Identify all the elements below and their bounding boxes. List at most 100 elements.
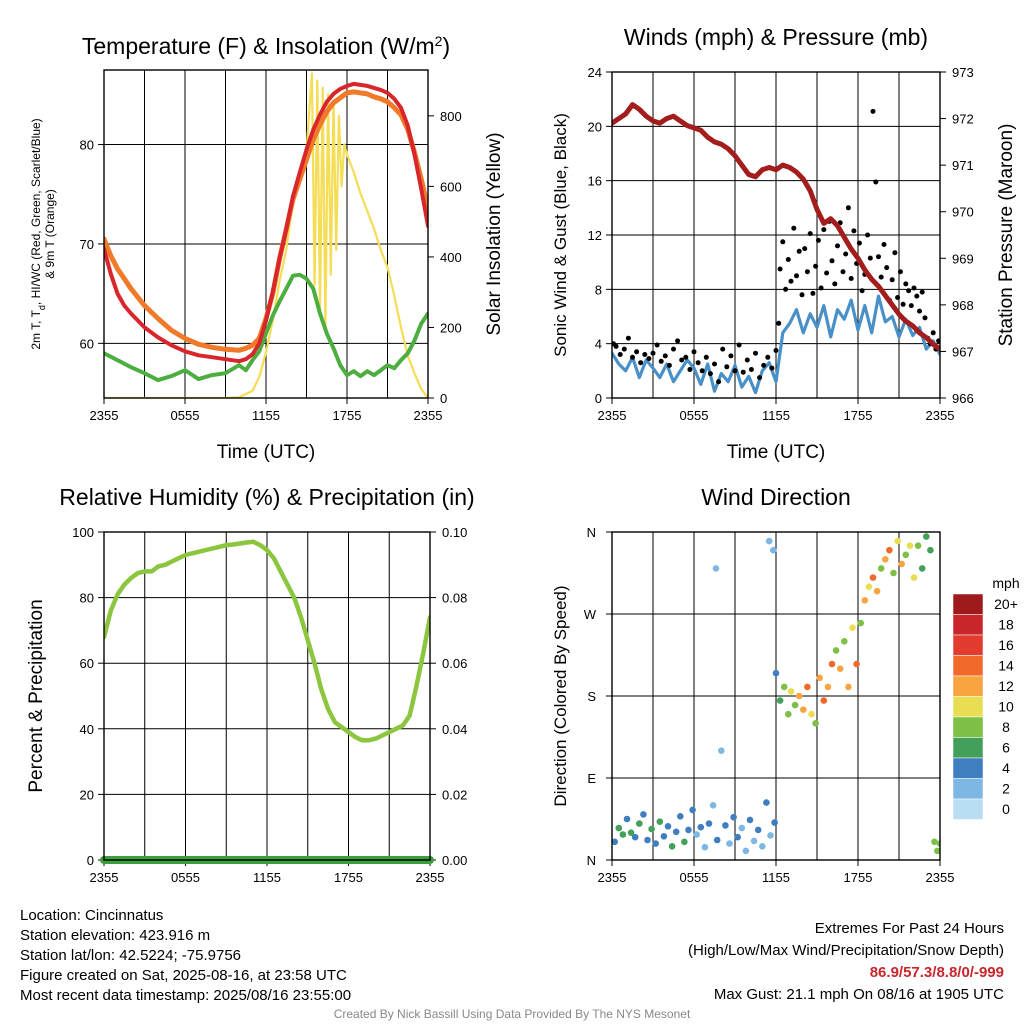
direction-point <box>918 565 926 572</box>
direction-tick-label: N <box>587 853 596 868</box>
legend-label: 16 <box>998 637 1014 653</box>
y-tick-label: 4 <box>595 337 602 352</box>
gust-point <box>613 343 619 349</box>
gust-point <box>922 315 928 321</box>
direction-point <box>693 831 700 838</box>
plot-border <box>103 69 429 399</box>
gust-point <box>687 367 693 372</box>
direction-point <box>746 816 754 824</box>
y-right-tick-label: 969 <box>952 251 974 266</box>
direction-point <box>664 823 672 830</box>
y-right-tick-label: 800 <box>440 109 462 124</box>
y-right-tick-label: 970 <box>952 205 974 220</box>
rh-ylabel-left: Percent & Precipitation <box>26 599 47 792</box>
gust-point <box>736 342 742 348</box>
rh-line <box>104 539 430 743</box>
direction-point <box>770 546 777 554</box>
direction-point <box>701 843 709 851</box>
winds-ylabel-right: Station Pressure (Maroon) <box>996 124 1017 347</box>
y-right-tick-label: 967 <box>952 344 974 359</box>
gust-point <box>679 357 685 363</box>
direction-point <box>800 706 807 713</box>
gust-point <box>691 349 697 355</box>
direction-point <box>713 836 721 844</box>
direction-point <box>681 838 688 846</box>
legend-swatch <box>952 675 984 697</box>
y-tick-label: 80 <box>80 138 94 153</box>
y-tick-label: 12 <box>588 228 602 243</box>
direction-point <box>742 847 750 855</box>
y-right-tick-label: 0 <box>440 391 447 406</box>
gust-point <box>878 274 884 280</box>
direction-point <box>787 688 795 695</box>
x-tick-label: 2355 <box>598 408 627 423</box>
direction-point <box>836 665 844 672</box>
gust-point <box>851 228 857 234</box>
gust-point <box>824 270 830 276</box>
direction-point <box>627 829 635 836</box>
gust-point <box>818 285 824 291</box>
gust-point <box>813 263 819 269</box>
direction-point <box>672 828 680 836</box>
extremes-values: 86.9/57.3/8.8/0/-999 <box>869 964 1004 981</box>
x-tick-label: 2355 <box>416 870 445 885</box>
gust-point <box>707 371 713 377</box>
gust-point <box>650 350 656 356</box>
direction-point <box>853 660 860 668</box>
y-right-tick-label: 966 <box>952 391 974 406</box>
direction-point <box>705 820 713 827</box>
gust-point <box>856 240 862 246</box>
direction-point <box>780 683 788 691</box>
gust-point <box>867 255 873 261</box>
direction-point <box>771 819 778 826</box>
gust-point <box>724 364 730 370</box>
gust-point <box>919 289 925 295</box>
x-tick-label: 2355 <box>90 870 119 885</box>
y-right-tick-label: 200 <box>440 320 462 335</box>
gust-point <box>835 243 840 249</box>
temp-xlabel: Time (UTC) <box>217 442 316 463</box>
gust-point <box>906 288 912 294</box>
direction-point <box>873 587 881 595</box>
humidity-chart: Relative Humidity (%) & Precipitation (i… <box>26 484 475 885</box>
gust-point <box>654 342 660 348</box>
y-tick-label: 20 <box>588 119 602 134</box>
direction-point <box>765 537 773 545</box>
direction-point <box>660 833 668 840</box>
legend-unit: mph <box>992 575 1019 591</box>
temp-2m-line <box>104 81 428 364</box>
legend-label: 2 <box>1002 781 1010 797</box>
gust-point <box>765 354 771 360</box>
temp-title-sup: 2 <box>435 33 443 49</box>
x-tick-label: 2355 <box>926 408 955 423</box>
direction-point <box>906 542 914 549</box>
gust-point <box>683 354 689 360</box>
direction-point <box>931 838 938 846</box>
direction-point <box>828 660 836 668</box>
gust-point <box>638 360 644 366</box>
gust-point <box>900 301 906 307</box>
insolation-line <box>104 72 428 398</box>
gust-point <box>695 360 701 366</box>
figure-created: Figure created on Sat, 2025-08-16, at 23… <box>20 967 347 984</box>
direction-point <box>631 833 639 841</box>
x-tick-label: 1755 <box>844 870 873 885</box>
direction-point <box>615 824 623 832</box>
gust-point <box>630 354 635 360</box>
wdir-title: Wind Direction <box>701 484 851 510</box>
temp-ylabel-left-sub: d <box>37 305 47 310</box>
y-tick-label: 40 <box>80 722 94 737</box>
direction-point <box>927 546 934 554</box>
legend-label: 4 <box>1002 760 1010 776</box>
direction-point <box>795 692 803 700</box>
gust-point <box>753 350 758 356</box>
direction-point <box>726 840 733 847</box>
direction-point <box>656 818 664 825</box>
x-tick-label: 1155 <box>762 408 790 423</box>
gust-point <box>815 237 821 243</box>
direction-point <box>709 802 717 809</box>
direction-point <box>754 826 762 834</box>
temp-title-main: Temperature (F) & Insolation (W/m <box>82 33 435 59</box>
y-right-tick-label: 600 <box>440 179 462 194</box>
gust-point <box>769 365 775 371</box>
